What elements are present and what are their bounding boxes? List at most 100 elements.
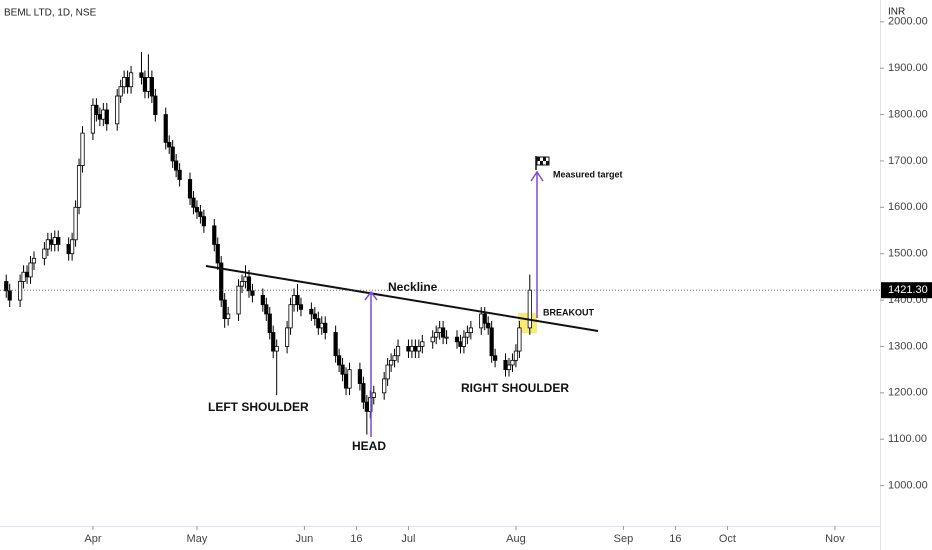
candle-body xyxy=(392,355,397,361)
x-tick-label: May xyxy=(187,533,208,545)
candle-body xyxy=(295,295,300,306)
candle-body xyxy=(527,289,532,329)
candle-body xyxy=(337,355,342,366)
candle-body xyxy=(4,281,9,292)
candle-body xyxy=(382,378,387,394)
candle-body xyxy=(489,327,494,357)
candle-body xyxy=(316,318,321,329)
flag-icon xyxy=(535,156,550,170)
candle-body xyxy=(274,346,279,352)
candle-body xyxy=(198,211,203,217)
candle-body xyxy=(191,197,196,208)
candle-body xyxy=(420,341,425,347)
candle-body xyxy=(187,179,193,199)
neckline-label: Neckline xyxy=(388,280,438,294)
right-shoulder-label: RIGHT SHOULDER xyxy=(461,381,569,395)
candle-body xyxy=(406,346,411,352)
candle-body xyxy=(212,225,217,245)
head-label: HEAD xyxy=(352,439,386,453)
candle-body xyxy=(319,322,324,329)
candle-body xyxy=(267,313,272,333)
candle-body xyxy=(357,369,363,384)
candle-body xyxy=(66,244,71,255)
candle-body xyxy=(201,216,206,227)
candle-body xyxy=(18,281,23,301)
candle-body xyxy=(309,308,314,315)
candle-body xyxy=(52,237,57,245)
x-tick-label: Nov xyxy=(825,533,845,545)
candle-body xyxy=(493,355,498,361)
x-tick-label: Aug xyxy=(506,533,526,545)
candle-body xyxy=(454,336,460,343)
candle-body xyxy=(260,295,265,306)
target-arrowhead xyxy=(530,170,544,182)
candle-body xyxy=(70,239,75,255)
y-tick-label: 1800.00 xyxy=(888,108,928,120)
candle-body xyxy=(31,257,37,264)
candle-body xyxy=(226,313,231,320)
candle-body xyxy=(444,336,449,339)
y-tick-label: 2000.00 xyxy=(888,16,928,28)
candle-body xyxy=(170,146,175,162)
candle-body xyxy=(510,359,515,366)
y-tick-label: 1900.00 xyxy=(888,62,928,74)
y-tick-label: 1700.00 xyxy=(888,155,928,167)
y-tick-label: 1100.00 xyxy=(888,433,927,445)
candle-body xyxy=(97,114,102,120)
candle-body xyxy=(503,359,508,371)
candle-body xyxy=(441,327,446,338)
left-shoulder-label: LEFT SHOULDER xyxy=(208,400,309,414)
candle-body xyxy=(167,141,172,148)
candles xyxy=(4,51,532,435)
candle-body xyxy=(468,327,473,333)
candle-body xyxy=(146,77,151,92)
x-tick-label: Apr xyxy=(84,533,101,545)
breakout-label: BREAKOUT xyxy=(543,307,595,317)
x-tick-label: Sep xyxy=(614,533,634,545)
candle-body xyxy=(333,332,338,357)
candle-body xyxy=(347,369,352,389)
candle-body xyxy=(482,313,487,324)
y-tick-label: 1600.00 xyxy=(888,201,928,213)
candle-body xyxy=(409,346,415,352)
candle-body xyxy=(250,290,255,296)
candle-body xyxy=(42,248,47,259)
candle-body xyxy=(312,313,317,320)
candle-body xyxy=(163,114,168,143)
y-tick-label: 1000.00 xyxy=(888,479,928,491)
candle-body xyxy=(174,160,179,171)
candle-body xyxy=(437,327,442,333)
candle-body xyxy=(153,95,158,115)
candle-body xyxy=(101,109,106,120)
candle-body xyxy=(222,299,227,320)
last-price-tag xyxy=(881,282,932,299)
target-label: Measured target xyxy=(553,169,623,179)
y-tick-label: 1300.00 xyxy=(888,340,928,352)
candle-body xyxy=(323,322,328,333)
candle-body xyxy=(24,271,30,278)
candle-body xyxy=(21,271,26,282)
candle-body xyxy=(115,95,120,125)
candle-body xyxy=(104,109,109,125)
candle-body xyxy=(291,295,297,306)
x-tick-label: Oct xyxy=(719,533,736,545)
candle-body xyxy=(236,285,241,315)
candle-body xyxy=(194,206,200,213)
candle-body xyxy=(506,364,512,371)
candle-body xyxy=(434,332,439,338)
candle-body xyxy=(288,304,293,329)
candle-body xyxy=(517,327,522,352)
y-tick-label: 1500.00 xyxy=(888,248,928,260)
candle-body xyxy=(7,290,12,301)
chart-title: BEML LTD, 1D, NSE xyxy=(4,8,97,19)
candle-body xyxy=(361,383,366,403)
candle-body xyxy=(243,276,248,282)
x-tick-label: Jun xyxy=(296,533,314,545)
candle-body xyxy=(343,373,349,389)
candle-body xyxy=(395,346,401,357)
candle-body xyxy=(125,77,130,88)
candle-body xyxy=(465,332,470,338)
